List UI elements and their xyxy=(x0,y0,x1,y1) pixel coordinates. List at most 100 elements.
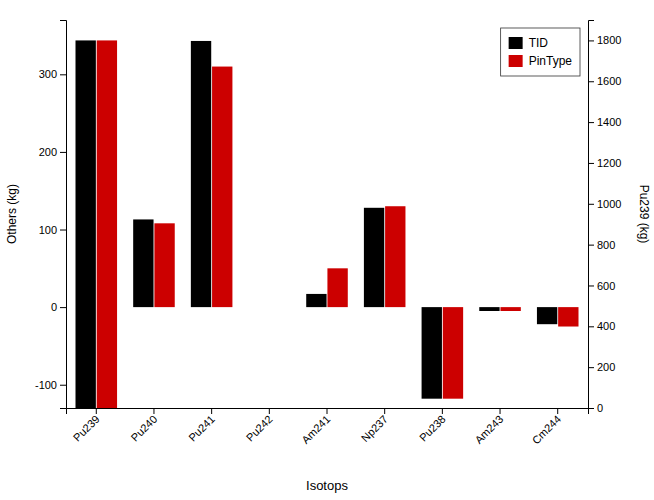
bar xyxy=(306,294,326,307)
x-tick: Pu242 xyxy=(244,408,275,444)
x-tick-mark xyxy=(500,408,501,414)
y2-tick: 1000 xyxy=(588,198,621,210)
y2-tick-mark xyxy=(588,326,594,327)
y2-tick-label: 1800 xyxy=(597,34,621,46)
y2-tick-mark xyxy=(588,81,594,82)
y2-tick-label: 0 xyxy=(597,402,603,414)
y-tick: -100 xyxy=(35,379,66,391)
x-tick-mark xyxy=(211,408,212,414)
y-tick: 0 xyxy=(51,301,66,313)
legend-swatch xyxy=(509,55,523,67)
y2-tick-mark xyxy=(588,245,594,246)
bar xyxy=(537,307,557,324)
y2-tick-label: 1400 xyxy=(597,116,621,128)
x-tick-label: Pu242 xyxy=(244,413,275,444)
y2-tick: 400 xyxy=(588,320,615,332)
x-tick: Cm244 xyxy=(530,408,564,446)
x-axis-title: Isotops xyxy=(306,478,348,493)
y2-tick-mark xyxy=(588,204,594,205)
x-tick-label: Pu239 xyxy=(71,413,102,444)
y2-axis-line xyxy=(589,21,595,409)
x-tick-label: Pu240 xyxy=(128,413,159,444)
y-tick-label: 100 xyxy=(39,224,57,236)
y2-tick-label: 600 xyxy=(597,279,615,291)
y2-tick-label: 1200 xyxy=(597,157,621,169)
bar xyxy=(97,40,117,408)
x-tick: Pu241 xyxy=(186,408,217,444)
bar xyxy=(364,208,384,307)
x-tick-label: Cm244 xyxy=(530,413,564,447)
bar xyxy=(154,223,174,307)
x-tick-mark xyxy=(557,408,558,414)
x-tick-label: Pu238 xyxy=(417,413,448,444)
y2-tick-mark xyxy=(588,122,594,123)
y-tick-mark xyxy=(60,230,66,231)
y-tick: 100 xyxy=(39,224,66,236)
legend: TID PinType xyxy=(501,28,580,76)
bar xyxy=(479,307,499,311)
chart: Pu239 Pu240 Pu241 Pu242 Am241 Np237 Pu238 Am243… xyxy=(0,0,654,500)
y2-tick: 1200 xyxy=(588,157,621,169)
bar xyxy=(558,307,578,326)
y2-axis-title: Pu239 (kg) xyxy=(637,185,651,244)
y2-tick: 800 xyxy=(588,239,615,251)
x-tick-label: Pu241 xyxy=(186,413,217,444)
plot: Pu239 Pu240 Pu241 Pu242 Am241 Np237 Pu238 Am243… xyxy=(35,21,622,447)
legend-entry: TID xyxy=(509,36,549,50)
y2-tick: 600 xyxy=(588,279,615,291)
y-tick-label: 200 xyxy=(39,146,57,158)
y-tick: 300 xyxy=(39,68,66,80)
legend-label: TID xyxy=(529,36,549,50)
x-tick-label: Am241 xyxy=(299,413,332,446)
bar xyxy=(500,307,520,311)
legend-label: PinType xyxy=(529,54,573,68)
y2-tick-mark xyxy=(588,163,594,164)
bar xyxy=(76,40,96,408)
y-tick-mark xyxy=(60,74,66,75)
y2-tick-label: 800 xyxy=(597,239,615,251)
x-tick: Pu240 xyxy=(128,408,159,444)
legend-entry: PinType xyxy=(509,54,573,68)
x-tick: Pu239 xyxy=(71,408,102,444)
x-tick: Np237 xyxy=(359,408,390,444)
y-tick-mark xyxy=(60,152,66,153)
x-tick-label: Am243 xyxy=(472,413,505,446)
y2-tick-mark xyxy=(588,367,594,368)
y2-tick-label: 200 xyxy=(597,361,615,373)
y2-tick: 0 xyxy=(588,402,603,414)
x-tick-mark xyxy=(269,408,270,414)
x-axis-line xyxy=(67,409,589,415)
x-tick: Am241 xyxy=(299,408,332,446)
y2-tick-mark xyxy=(588,40,594,41)
y2-tick-label: 1600 xyxy=(597,75,621,87)
y2-tick: 1800 xyxy=(588,34,621,46)
y-tick-label: 0 xyxy=(51,301,57,313)
bar xyxy=(133,219,153,307)
x-tick: Pu238 xyxy=(417,408,448,444)
x-tick-label: Np237 xyxy=(359,413,390,444)
y-tick-label: 300 xyxy=(39,68,57,80)
bar xyxy=(443,307,463,399)
x-tick-mark xyxy=(96,408,97,414)
x-tick-mark xyxy=(442,408,443,414)
y2-tick-mark xyxy=(588,408,594,409)
y-tick: 200 xyxy=(39,146,66,158)
x-tick: Am243 xyxy=(472,408,505,446)
y-tick-label: -100 xyxy=(35,379,57,391)
x-tick-mark xyxy=(327,408,328,414)
legend-swatch xyxy=(509,37,523,49)
x-tick-mark xyxy=(153,408,154,414)
x-tick-mark xyxy=(384,408,385,414)
y2-tick-label: 400 xyxy=(597,320,615,332)
bar xyxy=(327,268,347,307)
bar xyxy=(270,307,290,308)
legend-box xyxy=(501,28,580,76)
bars xyxy=(76,40,579,408)
y2-tick: 1400 xyxy=(588,116,621,128)
bar xyxy=(422,307,442,399)
y-axis-title: Others (kg) xyxy=(5,184,19,244)
y2-tick-label: 1000 xyxy=(597,198,621,210)
y2-tick-mark xyxy=(588,285,594,286)
y-axis-line xyxy=(60,21,67,409)
x-axis: Pu239 Pu240 Pu241 Pu242 Am241 Np237 Pu238 Am243… xyxy=(67,408,589,446)
